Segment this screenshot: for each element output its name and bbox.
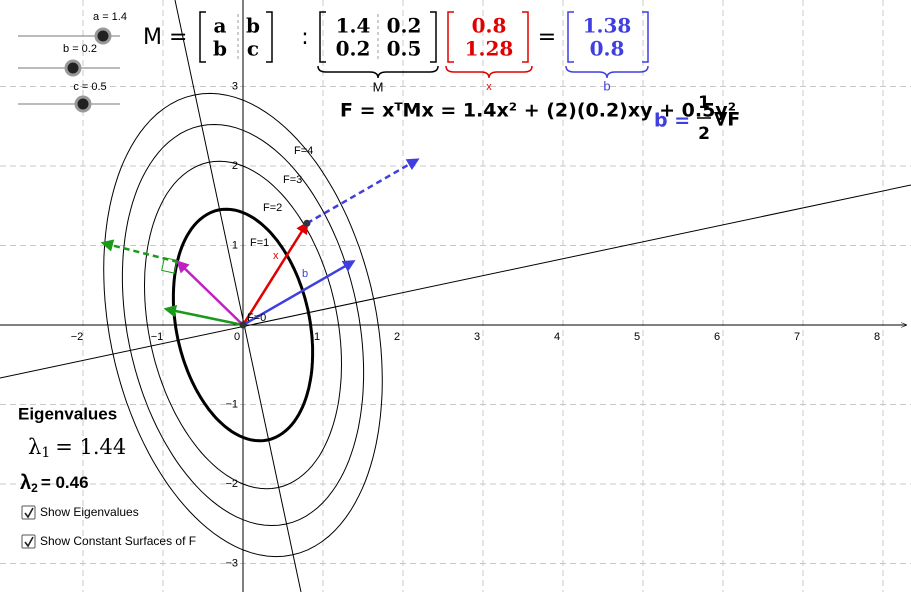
- checkmark: [24, 536, 34, 548]
- value: = 1.44: [55, 435, 126, 459]
- entry: 0.2: [387, 14, 422, 38]
- caption: x: [486, 81, 492, 93]
- entry: 0.5: [387, 37, 422, 61]
- formula: F = xᵀMx = 1.4x² + (2)(0.2)xy + 0.5y²: [340, 100, 736, 122]
- index: 2: [31, 481, 38, 495]
- contour: [121, 123, 365, 527]
- origin-label: F=0: [247, 312, 266, 324]
- entry: 1.4: [336, 14, 371, 38]
- gradient-rhs: ∇F: [714, 109, 740, 131]
- entry: c: [247, 37, 259, 61]
- underbrace: [445, 65, 533, 79]
- slider-label: b = 0.2: [63, 43, 97, 55]
- x-tick-label: 5: [634, 331, 640, 343]
- entry: b: [213, 37, 227, 61]
- x-tick-label: −1: [151, 331, 164, 343]
- bracket: [319, 11, 437, 63]
- x-tick-label: −2: [71, 331, 84, 343]
- checkmark: [24, 507, 34, 519]
- entry: 1.28: [465, 37, 514, 61]
- entry: b: [246, 14, 260, 38]
- lhs: M =: [143, 25, 187, 50]
- entry: 0.2: [336, 37, 371, 61]
- right-angle: [161, 257, 178, 274]
- matrix-equation: M = a b b c : 1.4 0.2 0.2 0.5 M 0.8 1.28…: [143, 11, 649, 94]
- x-tick-label: 6: [714, 331, 720, 343]
- x-tick-label: 7: [794, 331, 800, 343]
- bracket: [567, 11, 649, 63]
- y-tick-label: 1: [232, 239, 238, 251]
- eigen-title: Eigenvalues: [18, 404, 117, 423]
- symbol: λ: [28, 435, 41, 459]
- x-tick-label: 3: [474, 331, 480, 343]
- eigenvalue: λ1 = 1.44: [28, 435, 126, 462]
- vector-x: [241, 221, 309, 326]
- y-tick-label: −2: [225, 478, 238, 490]
- contour-label: F=3: [283, 174, 302, 186]
- contour-label: F=1: [250, 237, 269, 249]
- contour: [171, 207, 315, 443]
- checkbox-label: Show Eigenvalues: [40, 505, 139, 519]
- x-tick-label: 2: [394, 331, 400, 343]
- gradient-formula: b = 1 2 ∇F: [654, 93, 740, 144]
- eigen-line-steep: [174, 0, 302, 592]
- contour-label: F=2: [263, 202, 282, 214]
- y-tick-label: −1: [225, 398, 238, 410]
- underbrace: [317, 65, 439, 79]
- x-tick-label: 0: [234, 331, 240, 343]
- slider-knob[interactable]: [74, 95, 92, 113]
- x-tick-label: 1: [314, 331, 320, 343]
- denominator: 2: [698, 124, 710, 144]
- contour-label: F=4: [294, 145, 313, 157]
- equals: =: [538, 25, 556, 50]
- entry: 1.38: [583, 14, 632, 38]
- vector-b: [242, 260, 356, 327]
- y-tick-label: 3: [232, 80, 238, 92]
- vector-label: x: [273, 250, 279, 262]
- eigenvalue: λ2 = 0.46: [20, 472, 89, 495]
- contour: [103, 92, 383, 558]
- slider-label: a = 1.4: [93, 11, 127, 23]
- slider-knob[interactable]: [64, 59, 82, 77]
- x-tick-label: 8: [874, 331, 880, 343]
- y-tick-label: −3: [225, 557, 238, 569]
- bracket: [447, 11, 529, 63]
- slider-knob[interactable]: [94, 27, 112, 45]
- point-x: [303, 219, 311, 227]
- sliders: a = 1.4 b = 0.2 c = 0.5: [18, 11, 127, 113]
- index: 1: [41, 445, 50, 461]
- caption: M: [373, 79, 384, 94]
- numerator: 1: [698, 93, 710, 113]
- magenta-arrow: [176, 260, 244, 326]
- origin-point: [239, 321, 247, 329]
- vector-label: b: [302, 268, 308, 280]
- dashed-eigen-arrow: [100, 239, 179, 264]
- checkbox-label: Show Constant Surfaces of F: [40, 534, 196, 548]
- separator: :: [301, 25, 308, 50]
- eigen-panel: Eigenvalues λ1 = 1.44 λ2 = 0.46: [18, 404, 126, 495]
- vector-b-dashed: [306, 158, 420, 225]
- eigen-line-shallow: [0, 184, 911, 379]
- symbol: λ: [20, 472, 31, 494]
- underbrace: [565, 65, 649, 79]
- value: = 0.46: [41, 473, 89, 492]
- caption: b: [603, 78, 610, 93]
- x-tick-label: 4: [554, 331, 560, 343]
- entry: 0.8: [472, 14, 507, 38]
- slider-label: c = 0.5: [73, 81, 106, 93]
- bracket: [199, 11, 273, 63]
- entry: a: [214, 14, 227, 38]
- gradient-lhs: b =: [654, 110, 690, 132]
- y-tick-label: 2: [232, 160, 238, 172]
- eigen-arrow: [163, 304, 244, 327]
- entry: 0.8: [590, 37, 625, 61]
